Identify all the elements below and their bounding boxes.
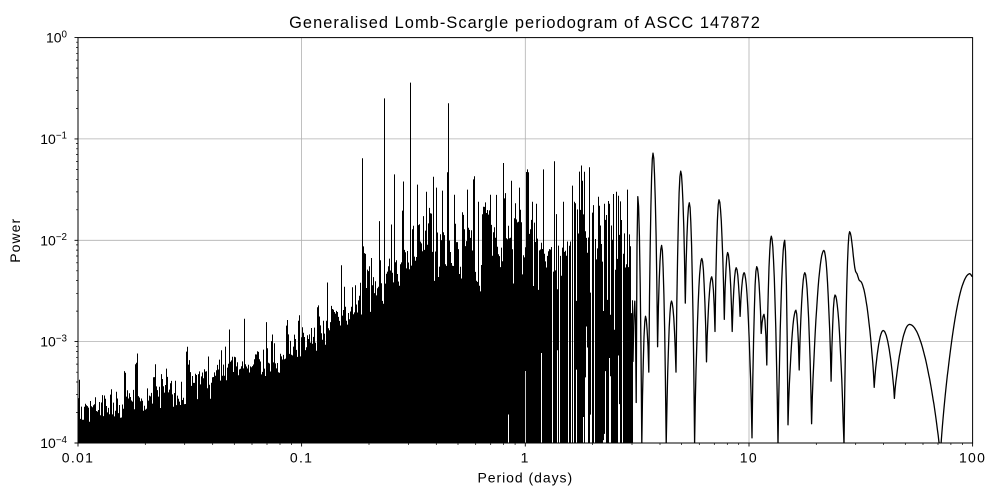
svg-text:1: 1 — [521, 449, 530, 465]
svg-text:100: 100 — [959, 449, 986, 465]
svg-text:10: 10 — [740, 449, 758, 465]
svg-text:Generalised Lomb-Scargle perio: Generalised Lomb-Scargle periodogram of … — [289, 14, 761, 32]
svg-text:Period (days): Period (days) — [477, 470, 573, 486]
svg-text:0.1: 0.1 — [290, 449, 313, 465]
svg-text:10−3: 10−3 — [40, 333, 67, 349]
svg-text:10−2: 10−2 — [40, 232, 67, 248]
svg-text:Power: Power — [7, 218, 23, 263]
svg-text:0.01: 0.01 — [62, 449, 94, 465]
svg-text:100: 100 — [46, 29, 68, 45]
svg-text:10−1: 10−1 — [40, 131, 67, 147]
